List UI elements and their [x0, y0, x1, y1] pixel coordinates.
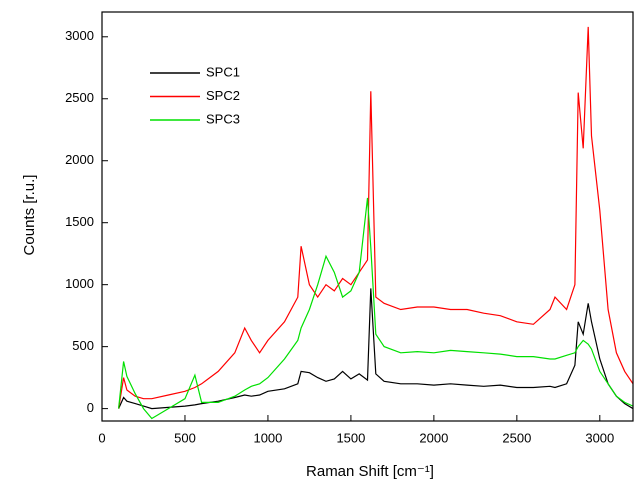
- y-axis-label: Counts [r.u.]: [21, 175, 38, 256]
- y-tick-label: 1000: [65, 276, 94, 291]
- x-tick-label: 2500: [502, 430, 531, 445]
- legend-label: SPC3: [206, 111, 240, 126]
- series-line: [118, 26, 633, 409]
- plot-frame: [101, 11, 634, 422]
- x-tick-label: 0: [98, 430, 105, 445]
- x-tick-label: 3000: [585, 430, 614, 445]
- y-tick-label: 1500: [65, 214, 94, 229]
- legend-label: SPC1: [206, 64, 240, 79]
- x-axis-label: Raman Shift [cm⁻¹]: [306, 463, 434, 480]
- legend-label: SPC2: [206, 88, 240, 103]
- y-tick-label: 3000: [65, 28, 94, 43]
- y-tick-label: 2000: [65, 152, 94, 167]
- x-tick-label: 2000: [419, 430, 448, 445]
- y-tick-label: 2500: [65, 90, 94, 105]
- y-tick-label: 0: [87, 400, 94, 415]
- series-line: [118, 197, 633, 420]
- x-tick-label: 1000: [253, 430, 282, 445]
- series-line: [118, 288, 633, 410]
- y-tick-label: 500: [72, 338, 94, 353]
- x-tick-label: 1500: [336, 430, 365, 445]
- x-tick-label: 500: [174, 430, 196, 445]
